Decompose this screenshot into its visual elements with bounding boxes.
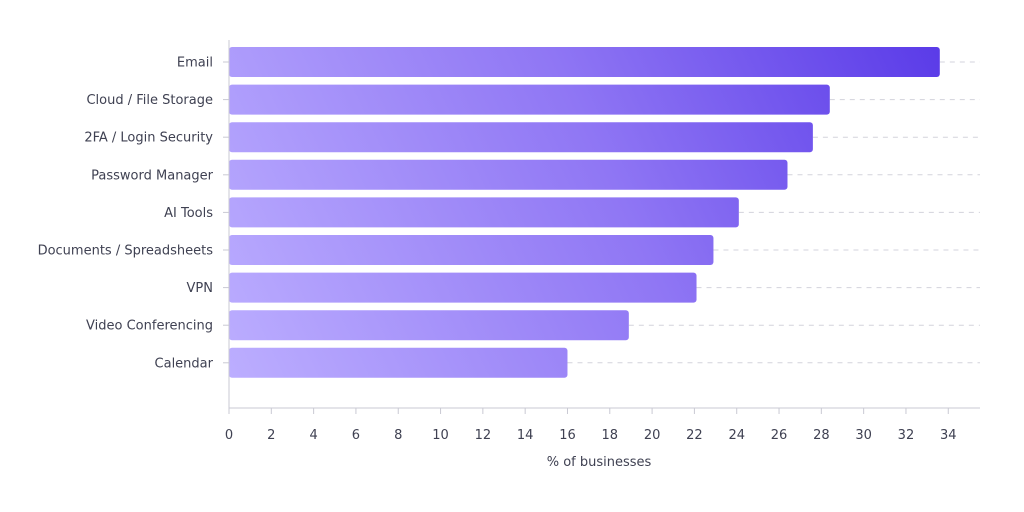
x-tick-label: 30 bbox=[855, 428, 872, 443]
category-label: Video Conferencing bbox=[86, 319, 213, 334]
category-label: Password Manager bbox=[91, 168, 213, 183]
bar-1 bbox=[229, 84, 830, 115]
grid-lines bbox=[567, 61, 980, 364]
x-axis-title: % of businesses bbox=[547, 455, 652, 470]
x-tick-label: 2 bbox=[267, 428, 275, 443]
bars bbox=[229, 47, 940, 378]
bar-5 bbox=[229, 235, 714, 265]
category-label: Documents / Spreadsheets bbox=[38, 244, 214, 259]
category-labels: Email Cloud / File Storage 2FA / Login Sec… bbox=[38, 56, 229, 371]
bar-3 bbox=[229, 159, 788, 190]
category-label: AI Tools bbox=[164, 206, 213, 221]
x-tick-label: 6 bbox=[352, 428, 360, 443]
x-tick-labels: 0 2 4 6 8 10 12 14 16 18 20 22 24 26 28 30 32 34 bbox=[225, 408, 957, 443]
category-label: 2FA / Login Security bbox=[84, 131, 213, 146]
x-tick-label: 10 bbox=[432, 428, 449, 443]
category-label: Email bbox=[177, 56, 213, 71]
category-label: VPN bbox=[187, 281, 213, 296]
x-tick-label: 28 bbox=[813, 428, 830, 443]
bar-7 bbox=[229, 310, 629, 341]
x-tick-label: 16 bbox=[559, 428, 576, 443]
bar-2 bbox=[229, 122, 813, 153]
x-tick-label: 4 bbox=[309, 428, 317, 443]
bar-4 bbox=[229, 197, 739, 228]
x-tick-label: 20 bbox=[644, 428, 661, 443]
category-label: Calendar bbox=[155, 356, 214, 371]
category-label: Cloud / File Storage bbox=[86, 93, 213, 108]
x-tick-label: 14 bbox=[517, 428, 534, 443]
axes bbox=[228, 40, 980, 409]
x-tick-label: 22 bbox=[686, 428, 703, 443]
x-tick-label: 12 bbox=[475, 428, 492, 443]
x-tick-label: 8 bbox=[394, 428, 402, 443]
bar-6 bbox=[229, 272, 697, 303]
x-tick-label: 24 bbox=[728, 428, 745, 443]
x-tick-label: 34 bbox=[940, 428, 957, 443]
x-tick-label: 18 bbox=[602, 428, 619, 443]
bar-8 bbox=[229, 347, 568, 378]
x-tick-label: 0 bbox=[225, 428, 233, 443]
x-tick-label: 32 bbox=[898, 428, 915, 443]
bar-0 bbox=[229, 47, 940, 77]
x-tick-label: 26 bbox=[771, 428, 788, 443]
